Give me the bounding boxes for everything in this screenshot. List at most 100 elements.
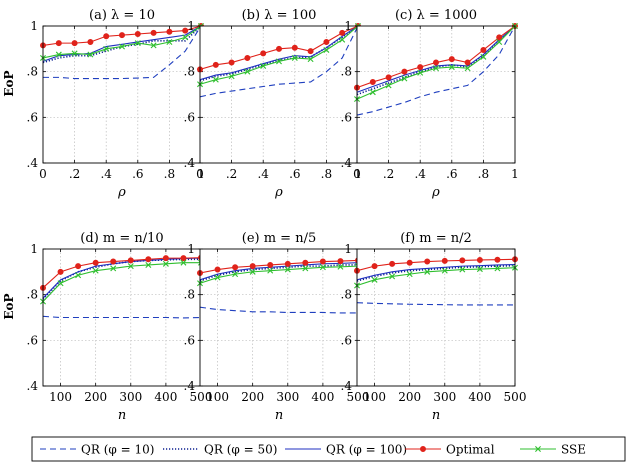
series-qr50 [356,25,516,96]
panel-title: (c) λ = 1000 [395,8,477,23]
x-tick-label: .8 [478,167,489,181]
x-tick-label: 1 [511,167,519,181]
point-sse [371,276,378,283]
point-optimal [180,255,187,262]
series-line-optimal [356,258,516,272]
point-sse [134,40,141,47]
y-tick-label: .8 [184,65,195,79]
series-line-qr50 [356,25,516,96]
series-sse [354,264,518,289]
point-optimal [127,257,134,264]
y-tick-label: .4 [27,156,39,170]
series-line-qr100 [356,263,516,281]
point-optimal [119,32,126,39]
point-sse [401,75,408,82]
point-optimal [182,27,189,34]
point-sse [145,261,152,268]
point-sse [212,76,219,83]
point-optimal [369,78,376,85]
point-optimal [417,64,424,71]
x-tick-label: 500 [347,390,370,404]
plot-area [357,26,515,163]
point-sse [214,274,221,281]
x-tick-label: 100 [49,390,72,404]
point-optimal [441,257,448,264]
point-optimal [284,260,291,267]
point-optimal [406,259,413,266]
y-tick-label: .6 [341,110,352,124]
point-sse [339,36,346,43]
series-line-qr100 [356,25,516,93]
legend-marker-sse [535,446,541,452]
series-line-qr100 [42,25,202,62]
x-axis-label: ρ [117,185,126,200]
x-tick-label: 400 [311,390,334,404]
legend-item-qr100: QR (φ = 100) [285,443,407,457]
x-tick-label: 1 [354,167,362,181]
point-sse [496,38,503,45]
point-sse [441,267,448,274]
point-optimal [302,259,309,266]
point-sse [307,56,314,63]
panels: 0.2.4.6.8 1.4.6.81(a) λ = 10ρEoP0.2.4.6.8… [2,8,526,423]
plot-area [357,249,515,386]
series-qr50 [356,264,516,282]
point-sse [448,64,455,71]
plot-area [200,249,358,386]
point-sse [417,69,424,76]
plot-area [43,26,201,163]
y-tick-label: .4 [341,379,353,393]
series-qr100 [199,25,359,81]
point-optimal [323,38,330,45]
series-qr100 [42,257,202,299]
point-optimal [145,256,152,263]
point-optimal [260,50,267,57]
y-tick-label: .8 [184,288,195,302]
panel-title: (f) m = n/2 [400,231,472,246]
point-optimal [134,30,141,37]
x-axis-label: n [432,408,440,423]
point-sse [323,46,330,53]
y-tick-label: .8 [27,65,38,79]
point-sse [464,65,471,72]
point-sse [55,51,62,58]
point-sse [494,265,501,272]
axes-frame [356,25,516,164]
legend: QR (φ = 10) QR (φ = 50) QR (φ = 100) Optima… [31,436,626,462]
series-line-sse [42,262,201,302]
point-sse [337,263,344,270]
y-tick-label: 1 [344,19,352,33]
x-tick-label: 100 [363,390,386,404]
legend-items: QR (φ = 10) QR (φ = 50) QR (φ = 100) Optima… [40,443,586,457]
point-optimal [339,29,346,36]
point-sse [385,82,392,89]
x-tick-label: 0 [196,167,204,181]
y-tick-label: .8 [341,288,352,302]
x-tick-label: 400 [154,390,177,404]
point-optimal [337,258,344,265]
y-tick-label: 1 [30,242,38,256]
point-sse [127,263,134,270]
legend-item-qr10: QR (φ = 10) [40,443,154,457]
y-tick-label: .4 [341,156,353,170]
point-optimal [476,256,483,263]
point-sse [276,58,282,65]
point-sse [284,266,291,273]
point-optimal [307,48,314,55]
y-tick-label: .6 [341,333,352,347]
series-line-qr10 [356,302,515,306]
x-tick-label: .8 [164,167,175,181]
point-optimal [228,59,235,66]
point-optimal [319,258,326,265]
x-tick-label: .2 [226,167,237,181]
y-tick-label: .4 [184,156,196,170]
point-sse [150,42,157,49]
series-qr100 [356,25,516,93]
y-tick-label: 1 [187,242,195,256]
legend-label-sse: SSE [561,443,586,457]
point-sse [71,50,78,57]
x-tick-label: 400 [468,390,491,404]
y-tick-label: 1 [30,19,38,33]
